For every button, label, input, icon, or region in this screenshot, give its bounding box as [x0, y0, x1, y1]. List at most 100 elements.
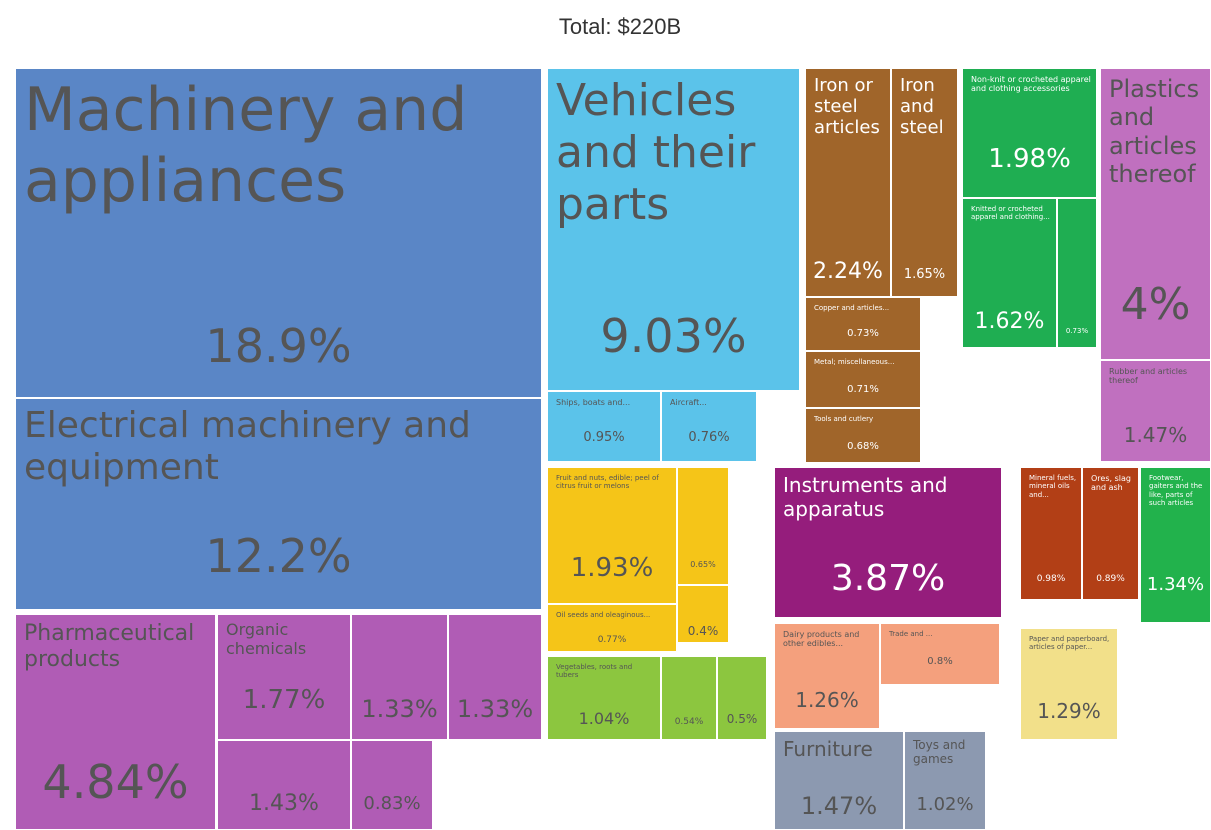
cell-value: 0.5% [726, 712, 758, 726]
treemap-cell: Tools and cutlery 0.68% [805, 408, 921, 463]
cell-label: Plastics and articles thereof [1109, 75, 1200, 188]
cell-value: 3.87% [830, 558, 946, 599]
cell-value: 1.93% [570, 553, 654, 583]
cell-label: Vehicles and their parts [556, 75, 756, 230]
cell-label: Metal; miscellaneous... [814, 358, 895, 366]
cell-value: 0.73% [847, 328, 879, 339]
treemap-cell: Oil seeds and oleaginous... 0.77% [547, 604, 677, 652]
treemap-cell: Organic chemicals 1.77% [217, 614, 351, 740]
cell-value: 1.43% [249, 791, 319, 816]
treemap-cell: Paper and paperboard, articles of paper.… [1020, 628, 1118, 740]
cell-value: 4.84% [42, 755, 189, 809]
treemap-cell: 0.4% [677, 585, 729, 643]
cell-value: 1.65% [903, 267, 946, 282]
treemap-cell: Aircraft... 0.76% [661, 391, 757, 462]
cell-value: 0.71% [847, 384, 879, 395]
treemap-cell: Fruit and nuts, edible; peel of citrus f… [547, 467, 677, 604]
treemap-cell: Pharmaceutical products 4.84% [15, 614, 216, 830]
treemap-cell: 0.73% [1057, 198, 1097, 348]
cell-label: Iron or steel articles [814, 75, 880, 139]
treemap-cell: Vegetables, roots and tubers 1.04% [547, 656, 661, 740]
cell-label: Ores, slag and ash [1091, 474, 1131, 493]
cell-value: 1.02% [916, 794, 974, 815]
cell-value: 1.29% [1037, 699, 1101, 723]
treemap-cell: 0.5% [717, 656, 767, 740]
cell-label: Footwear, gaiters and the like, parts of… [1149, 474, 1203, 507]
cell-label: Furniture [783, 737, 873, 761]
cell-value: 1.33% [361, 695, 438, 723]
treemap-cell: 0.83% [351, 740, 433, 830]
cell-label: Oil seeds and oleaginous... [556, 611, 651, 619]
cell-value: 0.76% [688, 430, 730, 445]
cell-value: 1.47% [1123, 423, 1188, 447]
treemap-cell: 1.43% [217, 740, 351, 830]
cell-label: Tools and cutlery [814, 415, 874, 423]
cell-label: Electrical machinery and equipment [24, 405, 471, 489]
cell-label: Iron and steel [900, 75, 944, 139]
cell-value: 4% [1120, 279, 1191, 330]
cell-value: 1.34% [1146, 574, 1205, 595]
treemap-cell: 1.33% [448, 614, 542, 740]
treemap-cell: Trade and ... 0.8% [880, 623, 1000, 685]
treemap-cell: Ships, boats and... 0.95% [547, 391, 661, 462]
cell-label: Knitted or crocheted apparel and clothin… [971, 205, 1050, 222]
treemap-cell: Copper and articles... 0.73% [805, 297, 921, 351]
cell-value: 1.98% [988, 144, 1071, 174]
cell-value: 0.89% [1096, 574, 1125, 584]
cell-value: 0.95% [583, 430, 625, 445]
treemap-cell: Plastics and articles thereof 4% [1100, 68, 1211, 360]
treemap-cell: Mineral fuels, mineral oils and... 0.98% [1020, 467, 1082, 600]
cell-value: 1.26% [795, 688, 859, 712]
treemap-cell: Rubber and articles thereof 1.47% [1100, 360, 1211, 462]
treemap-cell: Dairy products and other edibles... 1.26% [774, 623, 880, 729]
cell-label: Non-knit or crocheted apparel and clothi… [971, 75, 1091, 94]
treemap-cell: Electrical machinery and equipment 12.2% [15, 398, 542, 610]
cell-label: Pharmaceutical products [24, 621, 195, 672]
cell-label: Organic chemicals [226, 620, 307, 658]
cell-label: Aircraft... [670, 398, 707, 407]
treemap-cell: Iron or steel articles 2.24% [805, 68, 891, 297]
cell-value: 0.8% [927, 656, 953, 667]
cell-value: 2.24% [813, 259, 883, 284]
cell-value: 12.2% [205, 529, 352, 583]
cell-value: 0.73% [1065, 327, 1089, 335]
cell-label: Instruments and apparatus [783, 473, 948, 521]
cell-value: 0.54% [674, 717, 704, 727]
cell-label: Vegetables, roots and tubers [556, 663, 633, 680]
cell-value: 1.77% [242, 685, 326, 715]
chart-title: Total: $220B [558, 14, 682, 39]
cell-label: Toys and games [913, 738, 966, 767]
cell-label: Copper and articles... [814, 304, 890, 312]
cell-value: 1.62% [974, 309, 1045, 334]
treemap-cell: Toys and games 1.02% [904, 731, 986, 830]
treemap-cell: Machinery and appliances 18.9% [15, 68, 542, 398]
cell-label: Mineral fuels, mineral oils and... [1029, 474, 1077, 499]
treemap-cell: Instruments and apparatus 3.87% [774, 467, 1002, 618]
treemap-cell: Ores, slag and ash 0.89% [1082, 467, 1139, 600]
cell-value: 0.98% [1036, 574, 1066, 584]
cell-value: 1.04% [578, 709, 630, 728]
treemap-cell: Footwear, gaiters and the like, parts of… [1140, 467, 1211, 623]
cell-value: 0.83% [363, 793, 421, 814]
cell-label: Paper and paperboard, articles of paper.… [1029, 635, 1110, 652]
cell-value: 1.47% [800, 792, 878, 820]
treemap-cell: 1.33% [351, 614, 448, 740]
cell-value: 0.77% [597, 635, 627, 645]
cell-label: Rubber and articles thereof [1109, 367, 1188, 386]
cell-label: Machinery and appliances [24, 75, 468, 216]
treemap-cell: Furniture 1.47% [774, 731, 904, 830]
treemap-cell: Iron and steel 1.65% [891, 68, 958, 297]
cell-label: Ships, boats and... [556, 398, 631, 407]
treemap-cell: Knitted or crocheted apparel and clothin… [962, 198, 1057, 348]
cell-value: 0.4% [687, 624, 719, 638]
cell-value: 1.33% [456, 695, 534, 723]
cell-value: 0.68% [847, 441, 879, 452]
cell-value: 18.9% [205, 319, 352, 373]
cell-value: 9.03% [600, 309, 747, 363]
cell-label: Trade and ... [889, 630, 933, 638]
cell-value: 0.65% [690, 560, 716, 569]
cell-label: Fruit and nuts, edible; peel of citrus f… [556, 474, 659, 491]
treemap-cell: 0.54% [661, 656, 717, 740]
treemap-cell: Vehicles and their parts 9.03% [547, 68, 800, 391]
